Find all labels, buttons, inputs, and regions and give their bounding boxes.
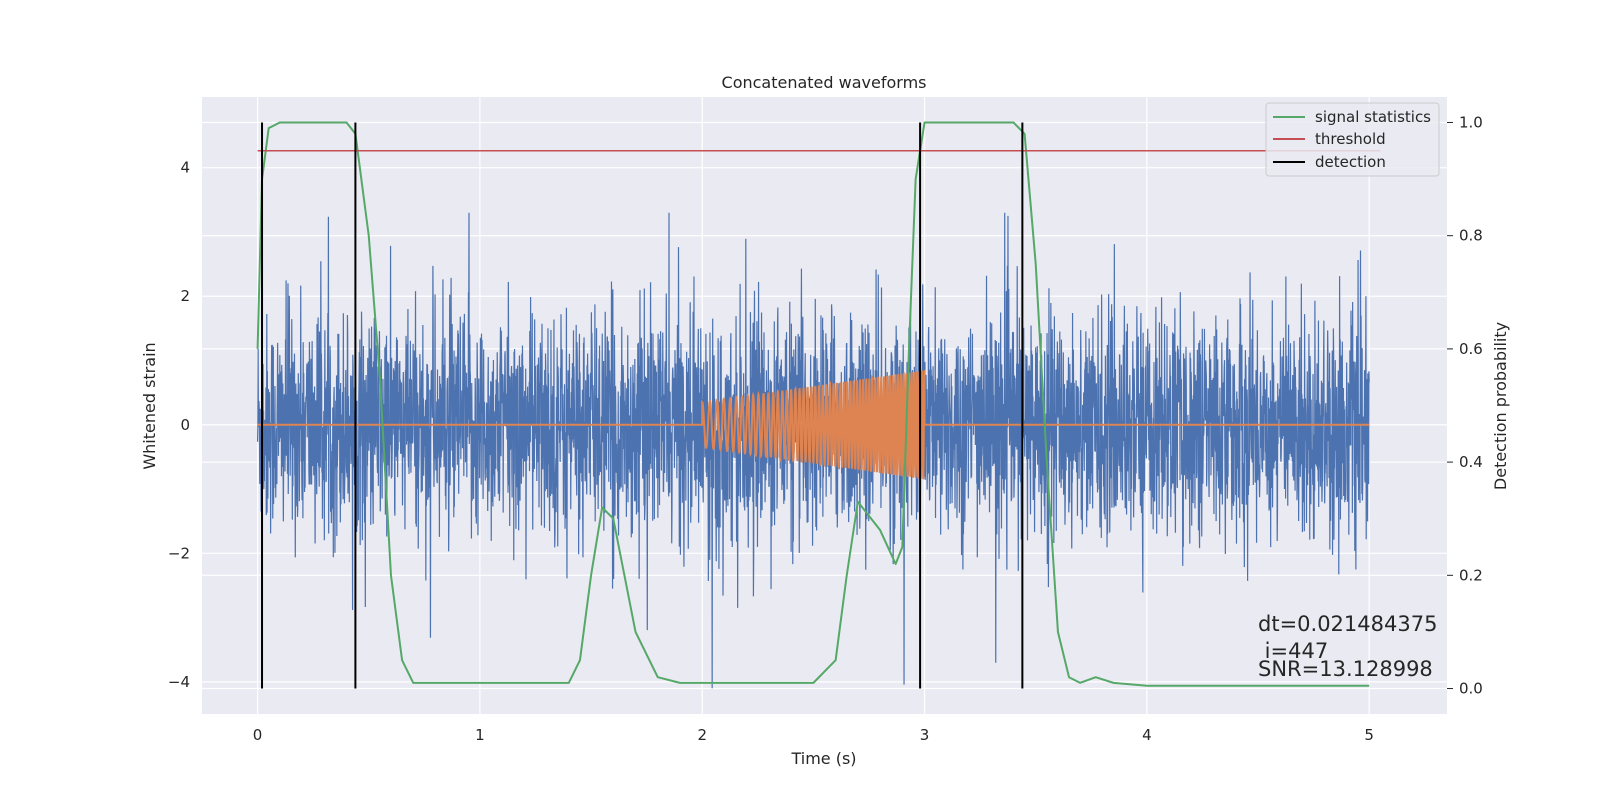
legend-label-threshold: threshold (1315, 130, 1386, 148)
legend: signal statistics threshold detection (1265, 102, 1440, 177)
y-right-tick-label: 0.2 (1459, 566, 1483, 584)
noise-line (256, 212, 1370, 689)
x-tick-label: 1 (475, 726, 485, 744)
noise-series (256, 212, 1370, 689)
y-right-tick-label: 0.8 (1459, 227, 1483, 245)
y-tick-label: 2 (180, 287, 190, 305)
x-tick-label: 0 (253, 726, 263, 744)
legend-label-detection: detection (1315, 153, 1386, 171)
y-axis-label: Whitened strain (140, 342, 159, 469)
annotation-snr: SNR=13.128998 (1258, 657, 1433, 681)
x-ticks: 0 1 2 3 4 5 (253, 726, 1374, 744)
y-right-tick-label: 0.0 (1459, 680, 1483, 698)
y-ticks: 4 2 0 −2 −4 (168, 159, 190, 691)
y-tick-label: 4 (180, 159, 190, 177)
x-axis-label: Time (s) (790, 749, 856, 768)
y-tick-label: −2 (168, 544, 190, 562)
signal-statistics-line (256, 121, 1370, 687)
x-tick-label: 2 (697, 726, 707, 744)
signal-statistics-series (256, 121, 1370, 687)
y-tick-label: −4 (168, 673, 190, 691)
x-tick-label: 4 (1142, 726, 1152, 744)
y-tick-label: 0 (180, 416, 190, 434)
y-right-tick-label: 0.6 (1459, 340, 1483, 358)
y-right-ticks: 1.0 0.8 0.6 0.4 0.2 0.0 (1447, 113, 1483, 698)
legend-box (1265, 102, 1440, 177)
y-right-tick-label: 0.4 (1459, 453, 1483, 471)
chirp-series (257, 370, 1370, 480)
legend-label-signal-statistics: signal statistics (1315, 108, 1431, 126)
detection-lines (261, 122, 1024, 689)
y-right-axis-label: Detection probability (1491, 322, 1510, 490)
chirp-line (257, 370, 1370, 480)
annotation-dt: dt=0.021484375 (1258, 612, 1437, 636)
chart-title: Concatenated waveforms (722, 73, 927, 92)
y-right-tick-label: 1.0 (1459, 113, 1483, 131)
x-tick-label: 3 (920, 726, 930, 744)
x-tick-label: 5 (1364, 726, 1374, 744)
annotation-index: i=447 (1258, 639, 1328, 663)
